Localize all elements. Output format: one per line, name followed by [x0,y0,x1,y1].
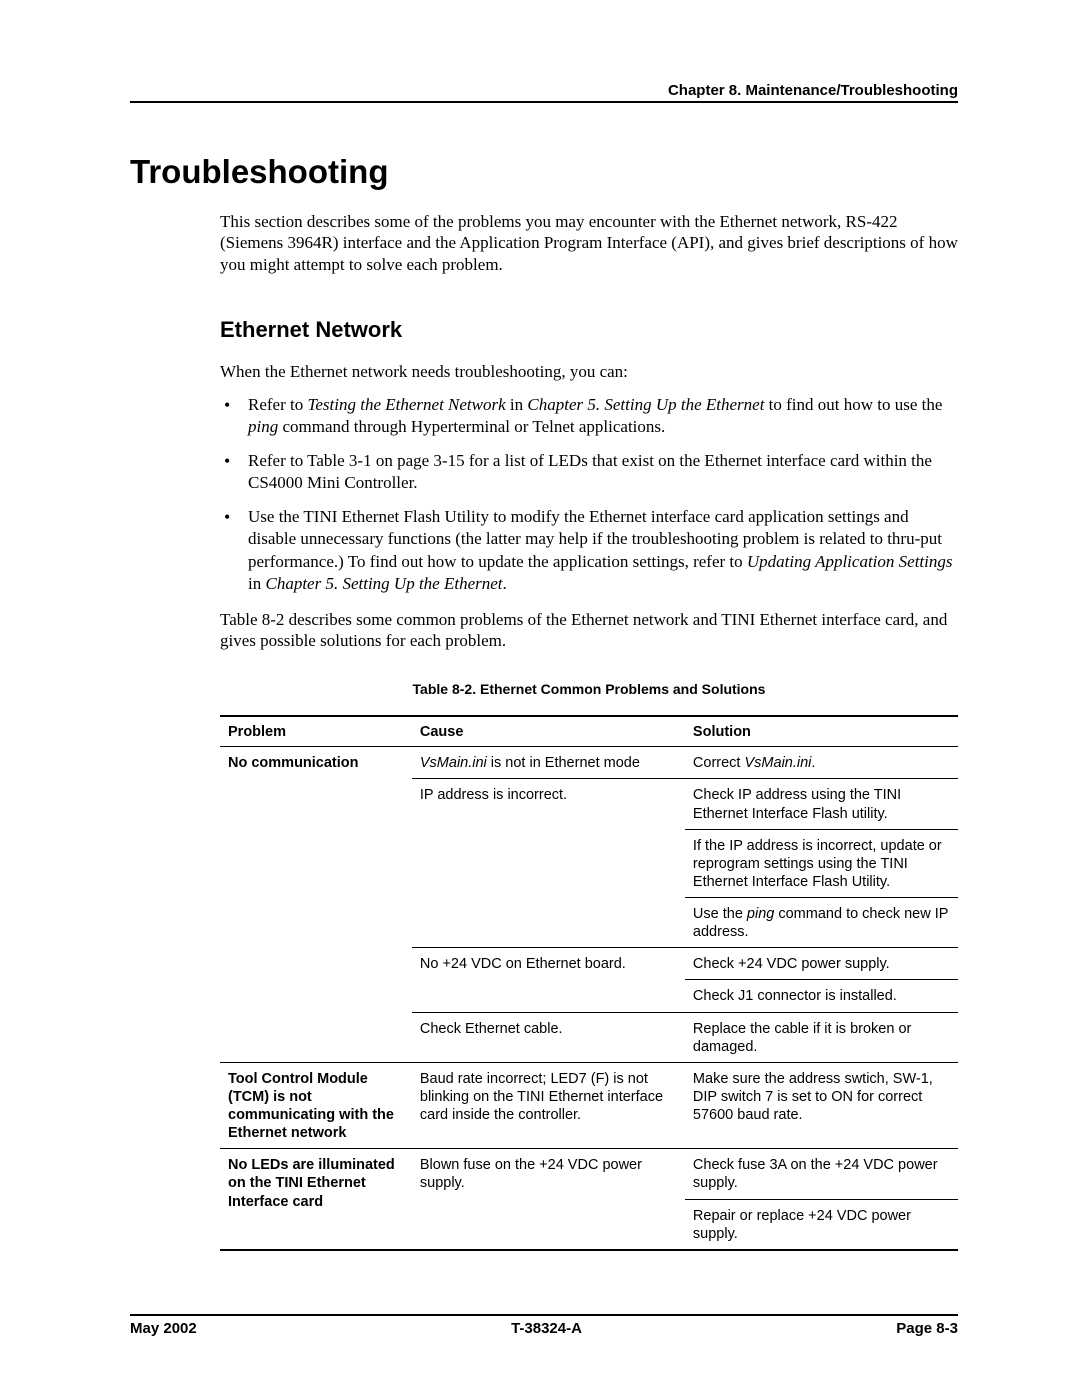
cell-problem: No LEDs are illuminated on the TINI Ethe… [220,1149,412,1250]
cell-solution: Repair or replace +24 VDC power supply. [685,1199,958,1250]
table-row: If the IP address is incorrect, update o… [220,829,958,897]
cell-problem [220,779,412,829]
table-bottom-rule [220,1249,958,1251]
cell-solution: Check fuse 3A on the +24 VDC power suppl… [685,1149,958,1199]
cell-cause: No +24 VDC on Ethernet board. [412,948,685,980]
cell-cause [412,829,685,897]
cell-cause: VsMain.ini is not in Ethernet mode [412,747,685,779]
table-row: Check J1 connector is installed. [220,980,958,1012]
table-row: No communication VsMain.ini is not in Et… [220,747,958,779]
emphasis: Updating Application Settings [747,552,953,571]
section-heading: Ethernet Network [220,317,958,343]
text: in [248,574,265,593]
intro-paragraph: This section describes some of the probl… [220,211,958,275]
after-bullets-paragraph: Table 8-2 describes some common problems… [220,609,958,652]
cell-solution: Use the ping command to check new IP add… [685,898,958,948]
text: . [811,755,815,771]
emphasis: VsMain.ini [745,755,812,771]
cell-problem [220,898,412,948]
emphasis: Testing the Ethernet Network [307,395,505,414]
col-header-problem: Problem [220,716,412,747]
cell-problem [220,1012,412,1062]
footer-pagenum: Page 8-3 [896,1320,958,1337]
cell-cause [412,980,685,1012]
bullet-item: Use the TINI Ethernet Flash Utility to m… [220,506,958,594]
footer-docnum: T-38324-A [511,1320,582,1337]
table-row: Check Ethernet cable. Replace the cable … [220,1012,958,1062]
troubleshooting-table: Problem Cause Solution No communication … [220,715,958,1251]
col-header-cause: Cause [412,716,685,747]
text: Use the [693,906,747,922]
emphasis: VsMain.ini [420,755,487,771]
table-row: IP address is incorrect. Check IP addres… [220,779,958,829]
bullet-item: Refer to Testing the Ethernet Network in… [220,394,958,438]
cell-problem [220,829,412,897]
section-lead: When the Ethernet network needs troubles… [220,361,958,382]
table-row: Use the ping command to check new IP add… [220,898,958,948]
header-rule: Chapter 8. Maintenance/Troubleshooting [130,82,958,103]
table-caption: Table 8-2. Ethernet Common Problems and … [220,681,958,697]
text: is not in Ethernet mode [487,755,640,771]
cell-cause: Check Ethernet cable. [412,1012,685,1062]
text: Refer to [248,395,307,414]
table-header-row: Problem Cause Solution [220,716,958,747]
page: Chapter 8. Maintenance/Troubleshooting T… [0,0,1080,1397]
cell-solution: If the IP address is incorrect, update o… [685,829,958,897]
cell-problem: Tool Control Module (TCM) is not communi… [220,1062,412,1149]
cell-cause: IP address is incorrect. [412,779,685,829]
page-footer: May 2002 T-38324-A Page 8-3 [130,1314,958,1337]
table-row: No LEDs are illuminated on the TINI Ethe… [220,1149,958,1199]
cell-solution: Replace the cable if it is broken or dam… [685,1012,958,1062]
cell-solution: Check IP address using the TINI Ethernet… [685,779,958,829]
emphasis: ping [248,417,278,436]
body-area: This section describes some of the probl… [220,211,958,1251]
emphasis: ping [747,906,774,922]
text: in [506,395,528,414]
page-title: Troubleshooting [130,153,958,191]
cell-solution: Check J1 connector is installed. [685,980,958,1012]
text: command through Hyperterminal or Telnet … [278,417,665,436]
bullet-list: Refer to Testing the Ethernet Network in… [220,394,958,595]
text: . [503,574,507,593]
running-header: Chapter 8. Maintenance/Troubleshooting [130,82,958,99]
cell-problem: No communication [220,747,412,779]
footer-date: May 2002 [130,1320,197,1337]
cell-solution: Correct VsMain.ini. [685,747,958,779]
cell-solution: Make sure the address swtich, SW-1, DIP … [685,1062,958,1149]
cell-cause [412,898,685,948]
text: to find out how to use the [764,395,942,414]
bullet-item: Refer to Table 3-1 on page 3-15 for a li… [220,450,958,494]
cell-problem [220,948,412,980]
emphasis: Chapter 5. Setting Up the Ethernet [265,574,502,593]
col-header-solution: Solution [685,716,958,747]
cell-problem [220,980,412,1012]
cell-cause: Baud rate incorrect; LED7 (F) is not bli… [412,1062,685,1149]
cell-solution: Check +24 VDC power supply. [685,948,958,980]
cell-cause: Blown fuse on the +24 VDC power supply. [412,1149,685,1250]
table-row: Tool Control Module (TCM) is not communi… [220,1062,958,1149]
table-row: No +24 VDC on Ethernet board. Check +24 … [220,948,958,980]
emphasis: Chapter 5. Setting Up the Ethernet [527,395,764,414]
text: Correct [693,755,745,771]
